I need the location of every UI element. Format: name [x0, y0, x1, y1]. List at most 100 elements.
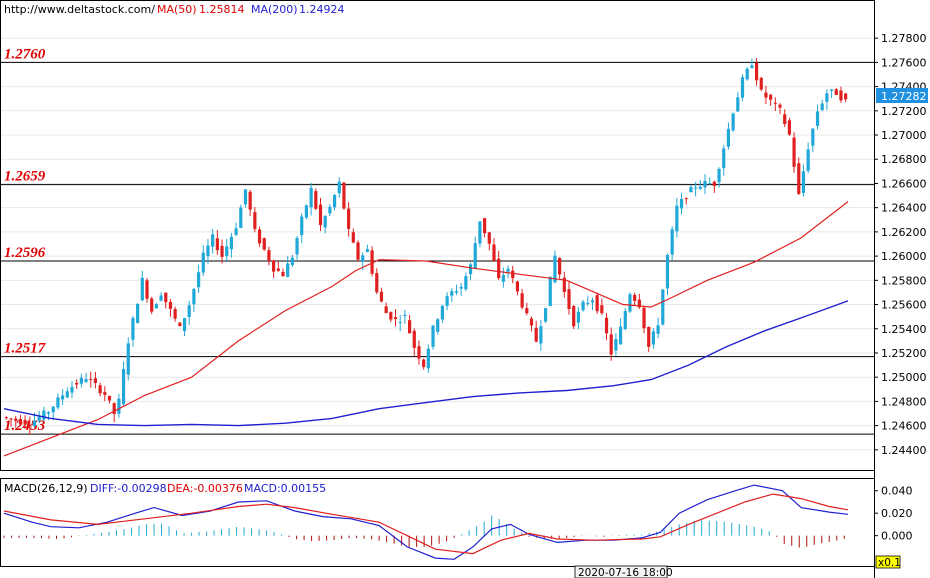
candle-bear	[609, 334, 613, 355]
candle-bear	[600, 305, 604, 314]
candle-bear	[558, 257, 562, 275]
candle-bull	[445, 296, 449, 306]
y-tick-label: 1.25200	[881, 347, 927, 360]
macd-diff-line	[3, 484, 849, 560]
candle-bull	[436, 319, 440, 332]
candle-bull	[806, 149, 810, 171]
candle-bull	[811, 128, 815, 146]
candle-bull	[450, 291, 454, 296]
candle-bear	[684, 198, 688, 200]
y-tick-label: 1.24600	[881, 420, 927, 433]
candle-bull	[740, 77, 745, 98]
candle-bull	[309, 187, 313, 208]
candle-bull	[323, 216, 327, 228]
macd-y-tick-label: 0.040	[881, 485, 913, 498]
candle-bull	[548, 276, 552, 307]
candle-bear	[276, 268, 280, 271]
candle-bear	[318, 204, 323, 225]
macd-axis-ticks: 0.040 0.020 0.000	[874, 485, 913, 543]
candle-bear	[712, 181, 716, 186]
candle-bull	[614, 339, 618, 351]
candle-bear	[351, 232, 355, 243]
candle-bear	[783, 114, 787, 125]
candle-bull	[675, 205, 679, 232]
candle-bull	[506, 268, 510, 272]
candle-bull	[586, 302, 590, 304]
candle-bear	[384, 306, 388, 314]
ma50-line	[3, 201, 849, 457]
candlestick-series	[4, 58, 848, 435]
candle-bull	[670, 229, 674, 255]
candle-bear	[595, 295, 599, 312]
candle-bull	[618, 326, 623, 345]
candle-bull	[459, 286, 463, 289]
candle-bull	[196, 272, 201, 288]
zoom-badge[interactable]	[875, 555, 901, 569]
candle-bull	[750, 65, 754, 69]
candle-bull	[131, 317, 135, 340]
last-price-tag: 1.27282	[876, 88, 928, 103]
candle-bear	[787, 120, 791, 135]
price-axis-ticks: 1.278001.276001.274001.272001.270001.268…	[874, 32, 927, 457]
candle-bear	[262, 238, 266, 250]
candle-bull	[679, 198, 684, 209]
level-label: 1.2760	[4, 46, 46, 62]
candle-bull	[304, 205, 309, 218]
candle-bull	[243, 189, 248, 205]
candle-bull	[698, 186, 702, 189]
candle-bull	[154, 304, 158, 309]
candle-bull	[694, 187, 698, 189]
candle-bear	[356, 242, 360, 260]
candle-bear	[178, 322, 182, 326]
candle-bull	[42, 410, 46, 420]
y-tick-label: 1.27800	[881, 32, 927, 45]
candle-bear	[633, 294, 637, 301]
candle-bull	[84, 379, 88, 382]
candle-bull	[736, 97, 740, 112]
candle-bull	[136, 303, 140, 324]
candle-bull	[37, 416, 41, 421]
candle-bear	[370, 250, 374, 274]
ma200-line	[3, 300, 849, 427]
candle-bear	[525, 308, 529, 314]
candle-bull	[731, 113, 735, 131]
y-tick-label: 1.26400	[881, 202, 927, 215]
candle-bear	[173, 309, 177, 319]
y-tick-label: 1.27000	[881, 129, 927, 142]
candle-bear	[754, 62, 759, 81]
candle-bull	[229, 236, 234, 250]
candle-bull	[79, 377, 83, 384]
candle-bear	[168, 301, 173, 309]
candle-bull	[426, 348, 430, 369]
candle-bull	[295, 238, 299, 255]
y-tick-label: 1.25000	[881, 371, 927, 384]
candle-bear	[604, 317, 609, 334]
zoom-badge-label: x0.1	[878, 557, 901, 569]
candle-bear	[572, 306, 576, 327]
ma200-value: 1.24924	[299, 3, 345, 16]
candle-bull	[32, 420, 37, 426]
candle-bull	[117, 398, 121, 414]
candle-bear	[220, 245, 224, 257]
candle-bull	[543, 308, 548, 322]
candle-bear	[103, 391, 107, 395]
candle-bear	[257, 229, 262, 244]
macd-value-readout: MACD:0.00155	[244, 482, 326, 495]
candle-bear	[407, 320, 412, 334]
candle-bear	[422, 359, 426, 367]
candle-bear	[267, 250, 271, 261]
candle-bull	[126, 343, 130, 375]
candle-bear	[647, 326, 651, 347]
candle-bear	[792, 137, 796, 167]
candle-bull	[201, 252, 205, 273]
candle-bear	[150, 298, 154, 312]
candle-bear	[511, 270, 515, 279]
candle-bear	[4, 417, 8, 419]
candle-bear	[764, 92, 768, 98]
candle-bull	[337, 181, 341, 194]
candle-bull	[501, 275, 505, 282]
candle-bull	[211, 234, 215, 247]
candle-bear	[112, 403, 116, 414]
candle-bull	[581, 301, 585, 311]
